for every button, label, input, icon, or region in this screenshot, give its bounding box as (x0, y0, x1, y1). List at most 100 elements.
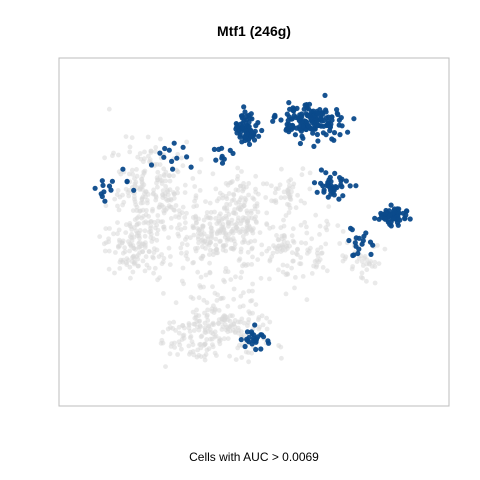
background-cell-point (298, 255, 304, 260)
background-cell-point (205, 234, 210, 239)
auc-positive-cell-point (403, 212, 409, 218)
background-cell-point (182, 182, 188, 188)
background-cell-point (142, 168, 148, 174)
auc-positive-cell-point (100, 182, 106, 188)
auc-positive-cell-point (311, 180, 318, 186)
background-cell-point (148, 223, 154, 229)
auc-positive-cell-point (249, 341, 255, 347)
auc-positive-cell-point (311, 121, 317, 127)
background-cell-point (220, 222, 226, 227)
background-cell-point (137, 187, 143, 193)
background-cell-point (217, 341, 223, 347)
background-cell-point (299, 240, 304, 246)
auc-positive-cell-point (219, 153, 225, 159)
background-cell-point (188, 294, 194, 300)
background-cell-point (267, 258, 273, 264)
background-cell-point (245, 323, 250, 329)
background-cell-point (152, 265, 158, 271)
background-cell-point (227, 324, 233, 330)
background-cell-point (239, 316, 245, 322)
auc-positive-cell-point (308, 108, 314, 114)
background-cell-point (230, 226, 236, 232)
background-cell-point (222, 279, 228, 285)
background-cell-point (376, 261, 382, 266)
background-cell-point (225, 336, 231, 341)
background-cell-point (136, 263, 141, 269)
auc-positive-cell-point (102, 198, 108, 204)
background-cell-point (171, 190, 176, 195)
background-cell-point (260, 322, 266, 328)
background-cell-point (173, 328, 179, 333)
background-cell-point (175, 352, 181, 357)
auc-positive-cell-point (323, 132, 329, 138)
background-cell-point (190, 176, 196, 181)
auc-positive-cell-point (324, 182, 330, 189)
background-cell-point (222, 317, 228, 323)
background-cell-point (369, 263, 375, 269)
background-cell-point (264, 181, 270, 187)
background-cell-point (175, 169, 181, 175)
background-cell-point (160, 219, 166, 225)
auc-positive-cell-point (161, 154, 167, 160)
background-cell-point (196, 318, 202, 324)
background-cell-point (171, 173, 176, 179)
background-cell-point (317, 223, 323, 229)
background-cell-point (143, 189, 149, 195)
background-cell-point (275, 244, 281, 249)
background-cell-point (231, 191, 237, 197)
background-cell-point (287, 196, 293, 202)
background-cell-point (134, 173, 140, 179)
background-cell-point (245, 262, 251, 267)
background-cell-point (242, 239, 247, 245)
background-cell-point (155, 213, 161, 218)
background-cell-point (167, 320, 173, 326)
background-cell-point (206, 323, 211, 329)
background-cell-point (250, 310, 256, 316)
auc-positive-cell-point (314, 110, 320, 116)
background-cell-point (232, 207, 238, 212)
background-cell-point (213, 242, 219, 248)
auc-positive-cell-point (321, 187, 327, 193)
auc-positive-cell-point (370, 242, 376, 248)
auc-positive-cell-point (120, 166, 126, 172)
background-cell-point (357, 256, 362, 261)
auc-positive-cell-point (335, 111, 341, 118)
background-cell-point (358, 275, 364, 280)
auc-positive-cell-point (248, 111, 254, 117)
auc-positive-cell-point (372, 215, 378, 221)
background-cell-point (229, 198, 235, 204)
background-cell-point (238, 229, 244, 235)
auc-positive-cell-point (255, 334, 261, 340)
background-cell-point (128, 224, 134, 230)
background-cell-point (290, 258, 296, 264)
auc-positive-cell-point (329, 136, 335, 142)
background-cell-point (103, 226, 109, 232)
background-cell-point (131, 234, 137, 240)
background-cell-point (238, 221, 244, 227)
auc-positive-cell-point (251, 130, 257, 136)
background-cell-point (282, 233, 287, 239)
background-cell-point (168, 216, 174, 221)
auc-positive-cell-point (242, 109, 248, 115)
auc-positive-cell-point (162, 145, 168, 152)
background-cell-point (184, 250, 190, 256)
background-cell-point (284, 263, 290, 269)
background-cell-point (232, 241, 238, 247)
auc-positive-cell-point (174, 155, 180, 161)
background-cell-point (286, 210, 292, 215)
background-cell-point (364, 261, 369, 267)
background-cell-point (161, 291, 166, 296)
background-cell-point (136, 245, 142, 250)
background-cell-point (231, 327, 236, 333)
background-cell-point (191, 352, 197, 358)
background-cell-point (125, 258, 131, 263)
background-cell-point (166, 245, 172, 251)
background-cell-point (249, 262, 255, 267)
background-cell-point (264, 210, 270, 216)
background-cell-point (216, 196, 222, 201)
background-cell-point (204, 347, 210, 353)
background-cell-point (281, 189, 287, 195)
background-cell-point (233, 200, 239, 206)
background-cell-point (359, 259, 365, 264)
background-cell-point (276, 343, 282, 348)
